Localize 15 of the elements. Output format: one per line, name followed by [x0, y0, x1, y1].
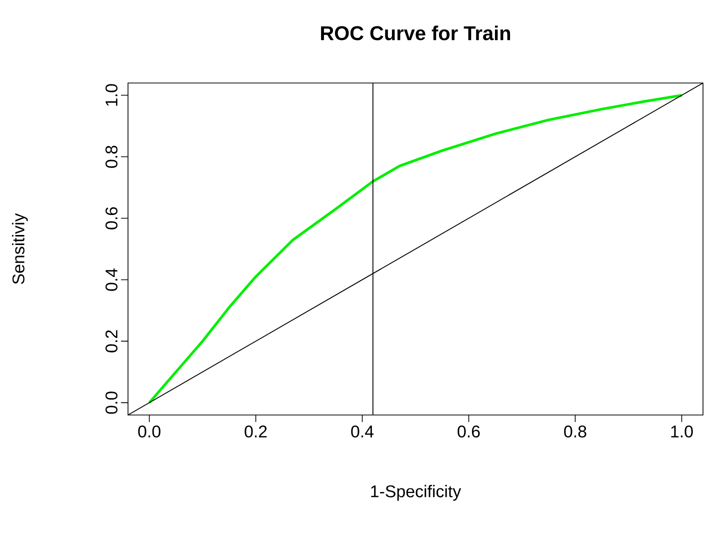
chart-title: ROC Curve for Train [321, 26, 510, 40]
x-tick-label: 0.4 [351, 426, 374, 438]
y-tick-label: 1.0 [105, 84, 118, 106]
x-axis-title: 1-Specificity [371, 484, 462, 501]
y-tick-label: 0.8 [105, 146, 118, 168]
x-tick-label: 0.8 [564, 426, 586, 438]
x-tick-label: 0.0 [138, 426, 160, 438]
x-tick-label: 0.6 [458, 426, 480, 438]
y-axis-title: Sensitiviy [12, 213, 28, 284]
x-tick-label: 1.0 [671, 426, 693, 438]
y-tick-label: 0.2 [105, 330, 118, 352]
y-tick-label: 0.4 [105, 268, 118, 291]
y-tick-label: 0.0 [105, 392, 118, 414]
x-tick-label: 0.2 [244, 426, 267, 438]
y-tick-label: 0.6 [105, 207, 118, 230]
